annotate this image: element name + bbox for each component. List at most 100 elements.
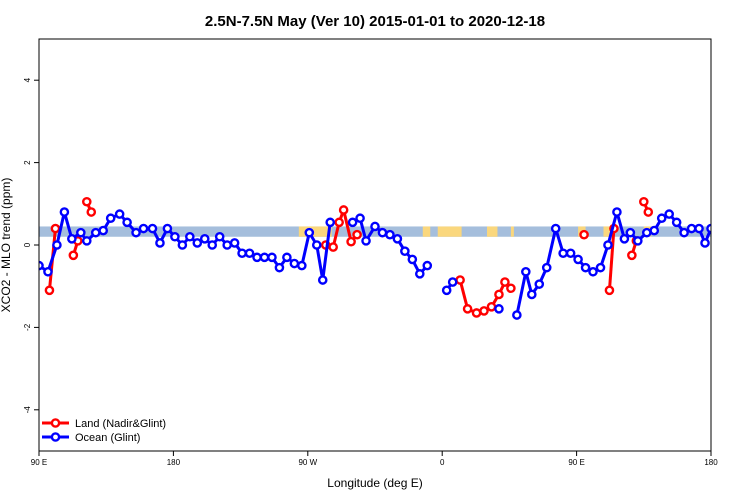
data-point	[170, 231, 180, 242]
data-point	[192, 238, 203, 248]
data-point	[67, 234, 77, 244]
data-point	[506, 283, 516, 294]
data-point	[479, 306, 489, 316]
data-point	[500, 277, 510, 287]
series-line	[607, 228, 616, 291]
data-point	[664, 209, 674, 219]
data-point	[694, 223, 704, 234]
data-point	[441, 285, 452, 296]
data-point	[328, 242, 338, 252]
data-point	[400, 246, 410, 256]
data-point	[558, 248, 568, 259]
data-point	[282, 252, 292, 263]
data-point	[377, 227, 388, 238]
data-point	[297, 260, 307, 271]
legend-marker	[50, 418, 61, 428]
data-point	[304, 227, 315, 238]
legend-label: Land (Nadir&Glint)	[75, 418, 166, 430]
y-tick-label: -4	[23, 406, 32, 414]
data-point	[325, 217, 336, 228]
data-point	[311, 240, 322, 250]
data-point	[259, 252, 270, 263]
data-point	[138, 223, 149, 234]
data-point	[222, 240, 232, 250]
data-point	[550, 223, 561, 234]
band-land	[437, 226, 462, 237]
data-point	[534, 279, 545, 289]
band-land	[298, 226, 332, 237]
data-point	[639, 196, 649, 207]
x-axis: 90 E 180 90 W 0 90 E 180	[31, 451, 718, 467]
data-point	[414, 269, 425, 279]
y-tick-label: 0	[23, 242, 32, 247]
data-point	[244, 248, 255, 259]
data-point	[177, 240, 188, 250]
data-point	[407, 254, 418, 265]
data-point	[122, 217, 132, 228]
y-axis: -4 -2 0 2 4	[23, 77, 39, 413]
data-point	[105, 213, 116, 224]
x-tick-label: 180	[704, 458, 718, 467]
series-1	[39, 207, 720, 320]
data-point	[338, 205, 349, 215]
data-point	[98, 225, 109, 236]
data-point	[422, 260, 433, 271]
chart-title: 2.5N-7.5N May (Ver 10) 2015-01-01 to 202…	[205, 13, 545, 30]
data-point	[370, 221, 380, 232]
data-point	[579, 229, 589, 240]
data-point	[713, 233, 720, 240]
legend: Land (Nadir&Glint) Ocean (Glint)	[42, 418, 166, 444]
x-tick-label: 90 E	[31, 458, 47, 467]
data-point	[81, 236, 92, 246]
data-point	[588, 266, 598, 277]
data-point	[289, 258, 300, 269]
data-point	[512, 310, 522, 320]
data-point	[686, 223, 697, 234]
data-point	[207, 240, 218, 250]
data-point	[114, 209, 125, 219]
data-point	[76, 227, 86, 238]
y-tick-label: 4	[23, 77, 32, 82]
data-point	[68, 250, 79, 261]
legend-marker	[50, 432, 61, 442]
data-point	[447, 277, 458, 287]
data-point	[185, 231, 195, 242]
data-point	[656, 213, 667, 224]
y-tick-label: -2	[23, 323, 32, 331]
data-point	[86, 207, 97, 217]
data-point	[267, 252, 277, 263]
data-point	[52, 240, 62, 250]
data-point	[643, 207, 654, 217]
data-point	[237, 248, 247, 259]
data-point	[252, 252, 262, 263]
band-land	[510, 226, 514, 237]
data-point	[59, 207, 70, 217]
data-point	[199, 234, 210, 244]
data-point	[627, 250, 637, 261]
data-point	[494, 304, 504, 314]
legend-label: Ocean (Glint)	[75, 432, 140, 444]
data-point	[81, 196, 92, 207]
data-point	[580, 262, 591, 273]
data-point	[90, 227, 101, 238]
data-point	[131, 227, 141, 238]
data-point	[229, 238, 240, 248]
band-ocean	[39, 226, 711, 237]
data-point	[347, 217, 358, 228]
band-land	[422, 226, 431, 237]
data-point	[633, 236, 643, 246]
y-axis-label: XCO2 - MLO trend (ppm)	[0, 178, 13, 313]
data-point	[641, 227, 652, 238]
x-tick-label: 90 W	[298, 458, 317, 467]
data-point	[346, 236, 356, 247]
y-tick-label: 2	[23, 160, 32, 165]
data-point	[671, 217, 682, 228]
data-point	[361, 236, 371, 246]
series-layer	[39, 196, 720, 320]
x-axis-label: Longitude (deg E)	[327, 476, 422, 490]
data-point	[612, 207, 622, 217]
data-point	[355, 213, 365, 224]
data-point	[147, 223, 158, 234]
data-point	[50, 223, 61, 234]
